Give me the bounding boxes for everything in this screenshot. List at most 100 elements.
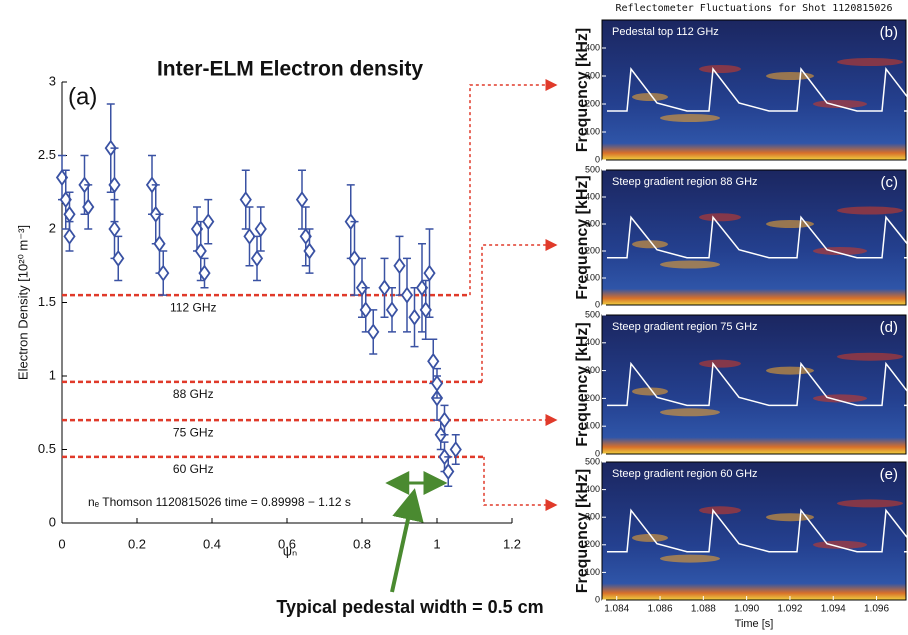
y-axis-label: Frequency [kHz] (574, 28, 591, 152)
x-tick-label: 0.4 (203, 536, 221, 551)
x-tick-label: 0.6 (278, 536, 296, 551)
spectrogram-feature (837, 352, 903, 361)
data-point (438, 411, 451, 429)
data-point (250, 249, 264, 267)
x-tick-label: 1.090 (734, 604, 759, 615)
data-point (359, 301, 372, 319)
y-tick-label: 100 (585, 272, 600, 282)
x-tick-label: 0 (58, 536, 65, 551)
data-point (243, 227, 256, 245)
y-axis-label: Frequency [kHz] (574, 175, 591, 299)
y-tick-label: 400 (585, 191, 600, 201)
y-tick-label: 300 (585, 218, 600, 228)
y-tick-label: 300 (585, 70, 600, 80)
y-tick-label: 100 (585, 126, 600, 136)
y-tick-label: 500 (585, 456, 600, 466)
reference-label: 75 GHz (173, 425, 214, 439)
panel-label: (a) (68, 83, 97, 110)
panel-annotation: Steep gradient region 88 GHz (612, 176, 758, 188)
data-point (157, 264, 170, 282)
x-tick-label: 1.096 (864, 604, 889, 615)
spectrogram-feature (632, 387, 668, 396)
y-axis-label: Frequency [kHz] (574, 322, 591, 446)
spectrogram-feature (699, 359, 741, 368)
spectrogram-image (601, 314, 907, 455)
y-tick-label: 0 (595, 154, 600, 164)
data-point (295, 191, 309, 209)
callout: Typical pedestal width = 0.5 cm (276, 597, 543, 617)
spectrogram-feature (632, 93, 668, 101)
panel-label: (c) (881, 174, 899, 191)
spectrogram-feature (766, 72, 814, 80)
y-tick-label: 200 (585, 98, 600, 108)
spectrogram-feature (660, 260, 720, 269)
reference-arrow (483, 456, 558, 511)
y-tick-label: 100 (585, 567, 600, 577)
elm-trace (607, 67, 908, 112)
y-tick-label: 0 (49, 514, 56, 529)
data-point (108, 176, 121, 194)
y-tick-label: 1.5 (38, 294, 56, 309)
callout-arrow (390, 488, 424, 593)
y-tick-label: 200 (585, 245, 600, 255)
data-point (198, 264, 211, 282)
data-point (427, 352, 440, 370)
panel-annotation: Steep gradient region 60 GHz (612, 468, 758, 480)
spectrogram-feature (766, 220, 814, 228)
y-axis-label: Electron Density [10²⁰ m⁻³] (15, 225, 30, 380)
panel-annotation: Pedestal top 112 GHz (612, 26, 719, 38)
spectrogram-feature (660, 114, 720, 122)
reference-label: 112 GHz (170, 300, 216, 314)
x-tick-label: 0.2 (128, 536, 146, 551)
data-point (63, 227, 76, 245)
x-tick-label: 0.8 (353, 536, 371, 551)
reference-label: 88 GHz (173, 387, 214, 401)
panel-label: (e) (880, 466, 898, 483)
spectrogram-image (601, 19, 907, 161)
x-tick-label: 1.086 (648, 604, 673, 615)
data-point (348, 249, 361, 267)
x-tick-label: 1.084 (604, 604, 629, 615)
spectrogram-feature (837, 58, 903, 66)
x-tick-label: 1 (433, 536, 440, 551)
y-tick-label: 100 (585, 421, 600, 431)
spectrogram-feature (766, 513, 814, 522)
x-tick-label: 1.088 (691, 604, 716, 615)
panel-label: (d) (880, 319, 898, 336)
y-tick-label: 3 (49, 73, 56, 88)
data-point (112, 249, 125, 267)
y-tick-label: 300 (585, 365, 600, 375)
y-tick-label: 2 (49, 220, 56, 235)
data-point (254, 220, 267, 238)
elm-trace (607, 508, 908, 553)
data-point (423, 264, 436, 282)
y-axis-label: Frequency [kHz] (574, 469, 591, 593)
data-point (239, 191, 252, 209)
chart-title: Inter-ELM Electron density (157, 58, 423, 81)
y-tick-label: 0 (595, 448, 600, 458)
y-tick-label: 0.5 (38, 441, 56, 456)
reference-arrow (469, 79, 558, 296)
data-point (202, 213, 215, 231)
y-tick-label: 400 (585, 337, 600, 347)
y-tick-label: 0 (595, 594, 600, 604)
data-point (303, 242, 316, 260)
spectrogram-feature (632, 533, 668, 542)
x-tick-label: 1.094 (821, 604, 846, 615)
chart-title: Reflectometer Fluctuations for Shot 1120… (616, 3, 893, 14)
data-point (393, 257, 406, 275)
y-tick-label: 400 (585, 484, 600, 494)
y-tick-label: 500 (585, 309, 600, 319)
y-tick-label: 200 (585, 393, 600, 403)
x-axis-label: ψₙ (283, 543, 297, 558)
spectrogram-feature (766, 366, 814, 375)
panel-label: (b) (880, 24, 898, 41)
data-point (449, 440, 462, 459)
elm-trace (607, 215, 908, 259)
spectrogram-feature (699, 213, 741, 222)
x-tick-label: 1.092 (777, 604, 802, 615)
y-tick-label: 1 (49, 367, 56, 382)
panel-annotation: Steep gradient region 75 GHz (612, 321, 758, 333)
